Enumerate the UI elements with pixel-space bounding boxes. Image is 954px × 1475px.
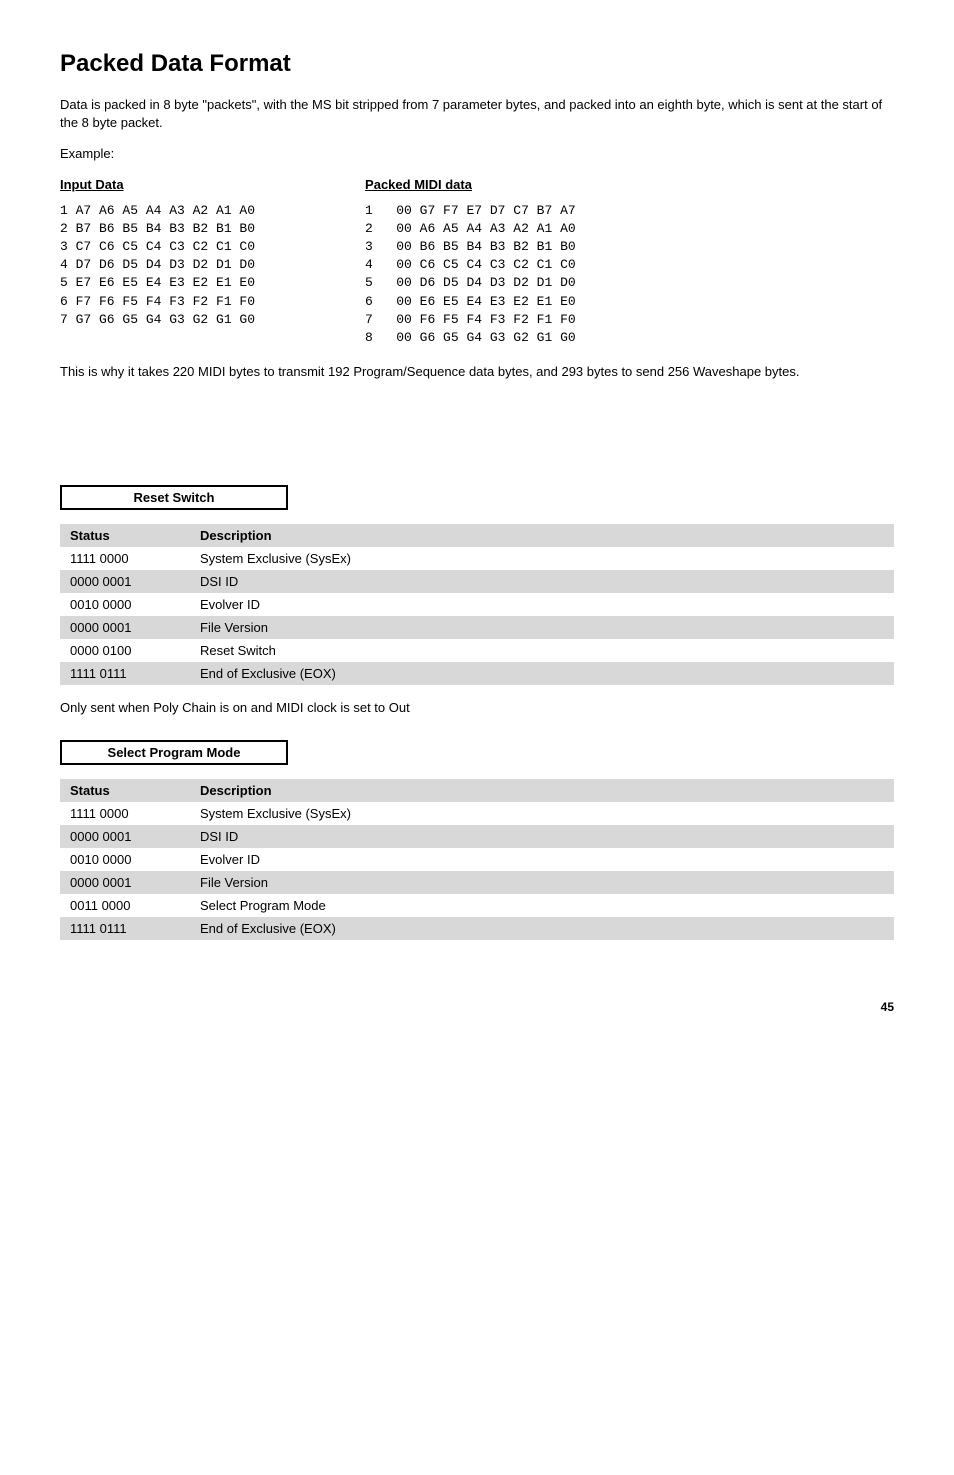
desc-cell: File Version — [190, 616, 894, 639]
desc-cell: System Exclusive (SysEx) — [190, 802, 894, 825]
table-row: 1111 0000 System Exclusive (SysEx) — [60, 547, 894, 570]
table-header-status: Status — [60, 779, 190, 802]
status-cell: 0000 0001 — [60, 616, 190, 639]
table-row: 0010 0000 Evolver ID — [60, 593, 894, 616]
packed-midi-block: 1 00 G7 F7 E7 D7 C7 B7 A7 2 00 A6 A5 A4 … — [365, 202, 576, 348]
packed-midi-heading: Packed MIDI data — [365, 177, 576, 192]
desc-cell: DSI ID — [190, 570, 894, 593]
status-cell: 0000 0001 — [60, 825, 190, 848]
status-cell: 1111 0000 — [60, 547, 190, 570]
status-cell: 0010 0000 — [60, 593, 190, 616]
status-cell: 1111 0111 — [60, 662, 190, 685]
reset-note: Only sent when Poly Chain is on and MIDI… — [60, 699, 894, 717]
desc-cell: End of Exclusive (EOX) — [190, 917, 894, 940]
status-cell: 1111 0000 — [60, 802, 190, 825]
table-row: 0000 0001 File Version — [60, 871, 894, 894]
intro-paragraph: Data is packed in 8 byte "packets", with… — [60, 96, 894, 131]
table-row: 0011 0000 Select Program Mode — [60, 894, 894, 917]
table-row: 0010 0000 Evolver ID — [60, 848, 894, 871]
status-cell: 0000 0001 — [60, 871, 190, 894]
desc-cell: Evolver ID — [190, 848, 894, 871]
input-data-block: 1 A7 A6 A5 A4 A3 A2 A1 A0 2 B7 B6 B5 B4 … — [60, 202, 255, 329]
table-row: 1111 0111 End of Exclusive (EOX) — [60, 662, 894, 685]
desc-cell: Reset Switch — [190, 639, 894, 662]
desc-cell: Evolver ID — [190, 593, 894, 616]
desc-cell: DSI ID — [190, 825, 894, 848]
page-title: Packed Data Format — [60, 50, 894, 78]
input-data-heading: Input Data — [60, 177, 255, 192]
select-program-table: Status Description 1111 0000 System Excl… — [60, 779, 894, 940]
table-row: 0000 0100 Reset Switch — [60, 639, 894, 662]
table-row: 1111 0000 System Exclusive (SysEx) — [60, 802, 894, 825]
desc-cell: File Version — [190, 871, 894, 894]
status-cell: 0011 0000 — [60, 894, 190, 917]
desc-cell: End of Exclusive (EOX) — [190, 662, 894, 685]
status-cell: 0010 0000 — [60, 848, 190, 871]
status-cell: 0000 0001 — [60, 570, 190, 593]
page-number: 45 — [60, 1000, 894, 1014]
footnote-paragraph: This is why it takes 220 MIDI bytes to t… — [60, 363, 894, 381]
table-header-description: Description — [190, 779, 894, 802]
table-row: 0000 0001 File Version — [60, 616, 894, 639]
example-label: Example: — [60, 145, 894, 163]
reset-switch-table: Status Description 1111 0000 System Excl… — [60, 524, 894, 685]
table-header-status: Status — [60, 524, 190, 547]
table-row: 0000 0001 DSI ID — [60, 825, 894, 848]
table-row: 0000 0001 DSI ID — [60, 570, 894, 593]
table-row: 1111 0111 End of Exclusive (EOX) — [60, 917, 894, 940]
desc-cell: Select Program Mode — [190, 894, 894, 917]
status-cell: 0000 0100 — [60, 639, 190, 662]
reset-switch-box: Reset Switch — [60, 485, 288, 510]
status-cell: 1111 0111 — [60, 917, 190, 940]
desc-cell: System Exclusive (SysEx) — [190, 547, 894, 570]
select-program-box: Select Program Mode — [60, 740, 288, 765]
table-header-description: Description — [190, 524, 894, 547]
